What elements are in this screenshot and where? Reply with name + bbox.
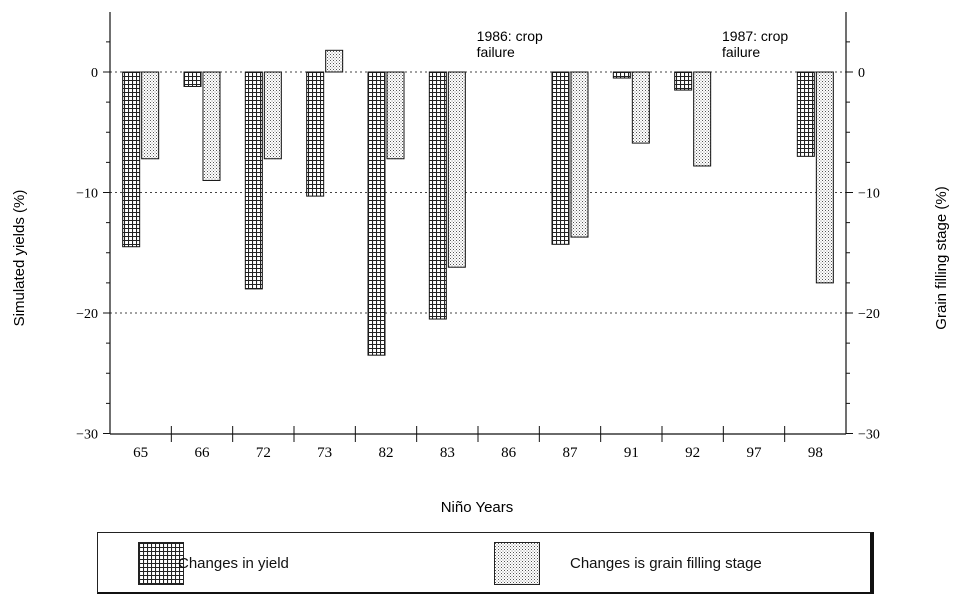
y-tick-label-right: −10: [858, 187, 880, 202]
y-tick-label-right: −20: [858, 307, 880, 322]
bar-yield-65: [122, 71, 141, 248]
bar-yield-87: [551, 71, 570, 245]
tick-labels: 0 0 −10 −10 −20 −20 −30 −30 65 66 72 73 82 83 86 87 91 92…: [76, 66, 880, 461]
x-tick-label-87: 87: [563, 445, 579, 461]
x-tick-label-73: 73: [317, 445, 332, 461]
annotation-line1-97: 1987: crop: [722, 28, 788, 44]
bar-yield-66: [183, 71, 202, 87]
x-axis-title: Niño Years: [441, 499, 514, 516]
bar-yield-82: [367, 71, 386, 356]
bars: [122, 49, 834, 356]
y-tick-label-right: 0: [858, 66, 865, 81]
x-tick-label-83: 83: [440, 445, 455, 461]
bar-grain-98: [815, 71, 834, 284]
bar-grain-92: [693, 71, 712, 167]
bar-grain-65: [141, 71, 160, 160]
x-tick-label-97: 97: [747, 445, 763, 461]
x-tick-label-92: 92: [685, 445, 700, 461]
annotation-line1-86: 1986: crop: [477, 28, 543, 44]
x-tick-label-98: 98: [808, 445, 823, 461]
y-tick-label-left: −10: [76, 187, 98, 202]
bar-grain-66: [202, 71, 221, 181]
chart: 0 0 −10 −10 −20 −20 −30 −30 65 66 72 73 82 83 86 87 91 92…: [11, 12, 950, 516]
x-tick-label-65: 65: [133, 445, 148, 461]
annotation-line2-86: failure: [477, 44, 515, 60]
bar-yield-73: [306, 71, 325, 197]
x-tick-label-66: 66: [195, 445, 211, 461]
x-tick-label-91: 91: [624, 445, 639, 461]
y-tick-label-right: −30: [858, 428, 880, 443]
x-tick-label-72: 72: [256, 445, 271, 461]
bar-yield-72: [244, 71, 263, 290]
legend-swatch-yield: [138, 542, 184, 585]
legend-label-grain: Changes is grain filling stage: [570, 555, 762, 572]
legend-label-yield: Changes in yield: [178, 555, 289, 572]
y-tick-label-left: −30: [76, 428, 98, 443]
annotation-line2-97: failure: [722, 44, 760, 60]
legend: Changes in yield Changes is grain fillin…: [97, 532, 874, 594]
bar-grain-73: [325, 49, 344, 73]
bar-grain-91: [631, 71, 650, 144]
bar-yield-92: [674, 71, 693, 91]
legend-swatch-grain: [494, 542, 540, 585]
axes: [103, 12, 853, 442]
x-tick-label-82: 82: [379, 445, 394, 461]
bar-grain-87: [570, 71, 589, 238]
bar-yield-98: [796, 71, 815, 157]
bar-yield-83: [428, 71, 447, 320]
bar-grain-83: [447, 71, 466, 268]
y-axis-title-right: Grain filling stage (%): [933, 186, 950, 329]
bar-grain-72: [263, 71, 282, 160]
y-tick-label-left: 0: [91, 66, 98, 81]
bar-grain-82: [386, 71, 405, 160]
bar-yield-91: [612, 71, 631, 79]
y-tick-label-left: −20: [76, 307, 98, 322]
x-tick-label-86: 86: [501, 445, 517, 461]
y-axis-title-left: Simulated yields (%): [11, 190, 28, 327]
